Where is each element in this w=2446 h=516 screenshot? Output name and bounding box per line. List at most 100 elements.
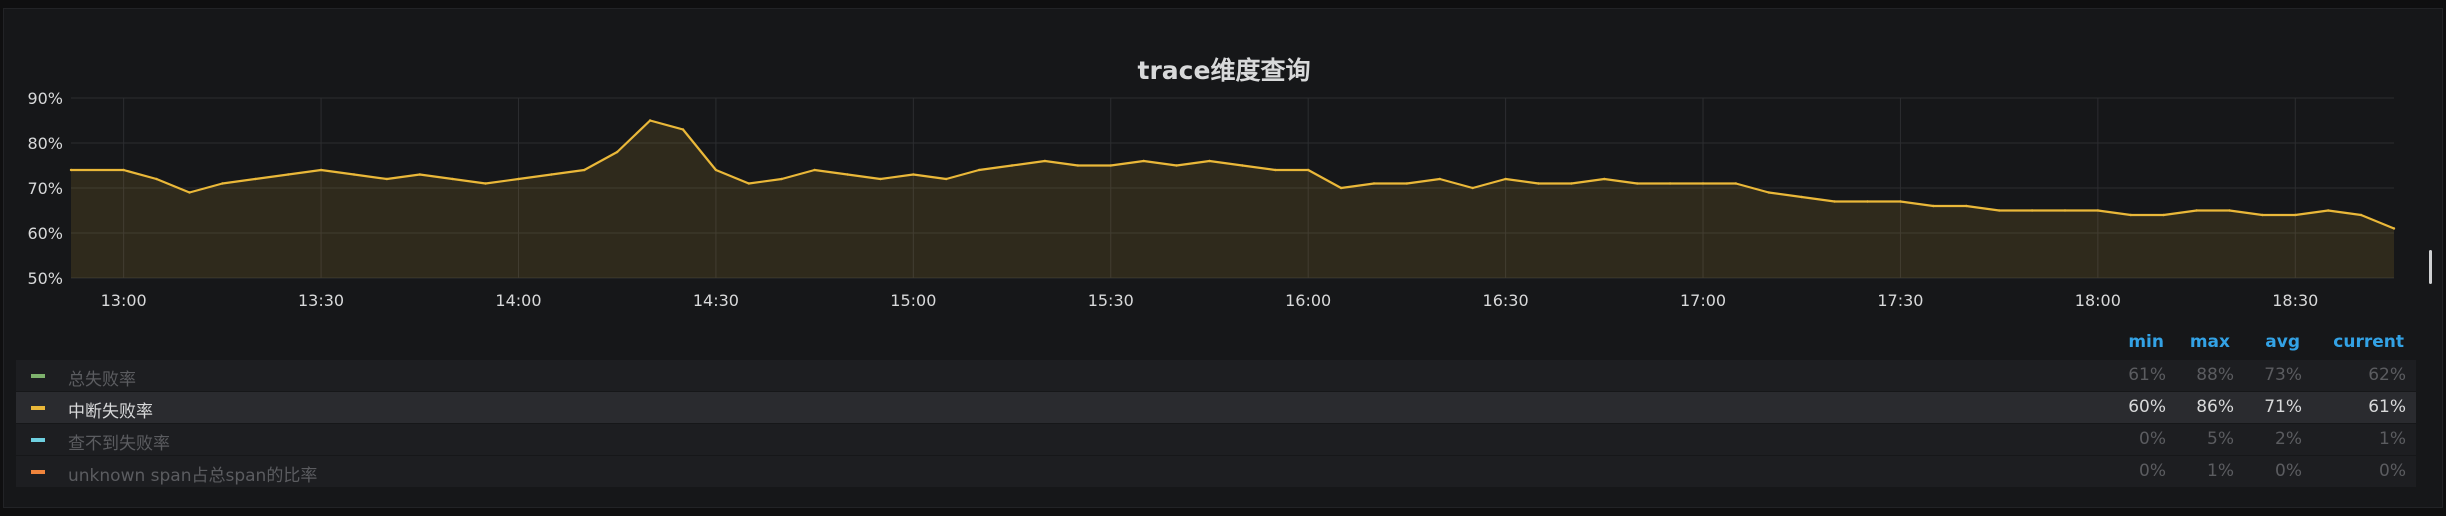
- data-point: [1043, 159, 1047, 163]
- data-point: [2195, 209, 2198, 212]
- data-point: [1010, 164, 1014, 167]
- data-point: [846, 173, 849, 176]
- data-point: [1668, 182, 1672, 185]
- legend-current-value: 1%: [2379, 429, 2406, 449]
- data-point: [2162, 213, 2165, 217]
- data-point: [1866, 200, 1869, 203]
- series-area: [71, 120, 2394, 278]
- data-point: [681, 128, 685, 131]
- y-tick-label: 90%: [27, 89, 63, 108]
- data-point: [1438, 177, 1442, 181]
- data-point: [583, 168, 586, 172]
- data-point: [2392, 227, 2396, 230]
- data-point: [1537, 182, 1540, 185]
- scrollbar[interactable]: [2429, 250, 2432, 284]
- data-point: [484, 182, 487, 185]
- legend-current-value: 62%: [2368, 365, 2406, 385]
- data-point: [912, 173, 915, 176]
- data-point: [1833, 200, 1836, 203]
- legend-row[interactable]: 总失败率 61% 88% 73% 62%: [16, 360, 2416, 391]
- data-point: [1636, 182, 1639, 185]
- data-point: [2228, 209, 2231, 212]
- legend-header-current[interactable]: current: [2333, 332, 2404, 352]
- data-point: [2129, 213, 2132, 217]
- data-point: [418, 173, 421, 176]
- legend-min-value: 61%: [2128, 365, 2166, 385]
- data-point: [1570, 182, 1573, 185]
- legend-max-value: 5%: [2207, 429, 2234, 449]
- data-point: [287, 173, 290, 176]
- x-tick-label: 14:00: [495, 291, 541, 310]
- legend-swatch-icon[interactable]: [31, 470, 45, 474]
- data-point: [1405, 182, 1409, 185]
- data-point: [352, 173, 356, 176]
- data-point: [1932, 204, 1935, 208]
- x-tick-label: 17:30: [1877, 291, 1923, 310]
- data-point: [1504, 177, 1507, 181]
- data-point: [1109, 164, 1113, 167]
- data-point: [2096, 209, 2100, 212]
- legend-max-value: 1%: [2207, 461, 2234, 481]
- data-point: [1142, 159, 1145, 163]
- legend-series-label[interactable]: 查不到失败率: [68, 434, 170, 454]
- legend-header-min[interactable]: min: [2128, 332, 2164, 352]
- legend-swatch-icon[interactable]: [31, 438, 45, 442]
- legend-row[interactable]: unknown span占总span的比率 0% 1% 0% 0%: [16, 456, 2416, 487]
- data-point: [1208, 159, 1211, 163]
- legend-min-value: 0%: [2139, 461, 2166, 481]
- graph-panel: trace维度查询 50% 60% 70% 80% 90% 13:00 13:30 14:00…: [3, 8, 2443, 508]
- legend-swatch-icon[interactable]: [31, 374, 45, 378]
- data-point: [69, 168, 73, 172]
- x-tick-label: 13:00: [101, 291, 147, 310]
- data-point: [2327, 209, 2330, 212]
- data-point: [188, 191, 191, 194]
- panel-title[interactable]: trace维度查询: [1137, 56, 1311, 85]
- legend-current-value: 61%: [2368, 397, 2406, 417]
- x-tick-label: 18:00: [2075, 291, 2121, 310]
- data-point: [385, 177, 389, 181]
- x-tick-label: 14:30: [693, 291, 739, 310]
- legend-series-label[interactable]: 总失败率: [68, 370, 136, 390]
- legend-header-max[interactable]: max: [2189, 332, 2230, 352]
- legend-row[interactable]: 查不到失败率 0% 5% 2% 1%: [16, 424, 2416, 455]
- x-tick-label: 18:30: [2272, 291, 2318, 310]
- legend-max-value: 88%: [2196, 365, 2234, 385]
- data-point: [747, 182, 750, 185]
- y-tick-label: 80%: [27, 134, 63, 153]
- x-tick-label: 16:30: [1483, 291, 1529, 310]
- legend-avg-value: 73%: [2264, 365, 2302, 385]
- data-point: [945, 177, 948, 181]
- legend-row[interactable]: 中断失败率 60% 86% 71% 61%: [16, 392, 2416, 423]
- data-point: [616, 150, 619, 154]
- data-point: [1307, 168, 1310, 172]
- line-chart: 50% 60% 70% 80% 90% 13:00 13:30 14:00 14:30 15:00…: [27, 89, 2396, 310]
- data-point: [1899, 200, 1902, 203]
- legend-current-value: 0%: [2379, 461, 2406, 481]
- data-point: [1767, 191, 1771, 194]
- data-point: [221, 182, 224, 185]
- legend-series-label[interactable]: 中断失败率: [68, 402, 153, 422]
- data-point: [780, 177, 783, 181]
- data-point: [977, 168, 981, 172]
- x-tick-label: 17:00: [1680, 291, 1726, 310]
- data-point: [879, 177, 882, 181]
- legend-min-value: 0%: [2139, 429, 2166, 449]
- data-point: [1603, 177, 1606, 181]
- legend-series-label[interactable]: unknown span占总span的比率: [68, 466, 318, 486]
- data-point: [550, 173, 553, 176]
- legend-swatch-icon[interactable]: [31, 406, 45, 410]
- data-point: [517, 177, 520, 181]
- y-tick-label: 70%: [27, 179, 63, 198]
- data-point: [1339, 186, 1343, 190]
- x-tick-label: 15:30: [1088, 291, 1134, 310]
- data-point: [813, 168, 816, 172]
- legend-header-avg[interactable]: avg: [2265, 332, 2300, 352]
- legend-avg-value: 2%: [2275, 429, 2302, 449]
- data-point: [2294, 213, 2297, 217]
- data-point: [714, 168, 718, 172]
- data-point: [1471, 186, 1474, 190]
- data-point: [1274, 168, 1277, 172]
- y-tick-label: 50%: [27, 269, 63, 288]
- data-point: [1998, 209, 2001, 212]
